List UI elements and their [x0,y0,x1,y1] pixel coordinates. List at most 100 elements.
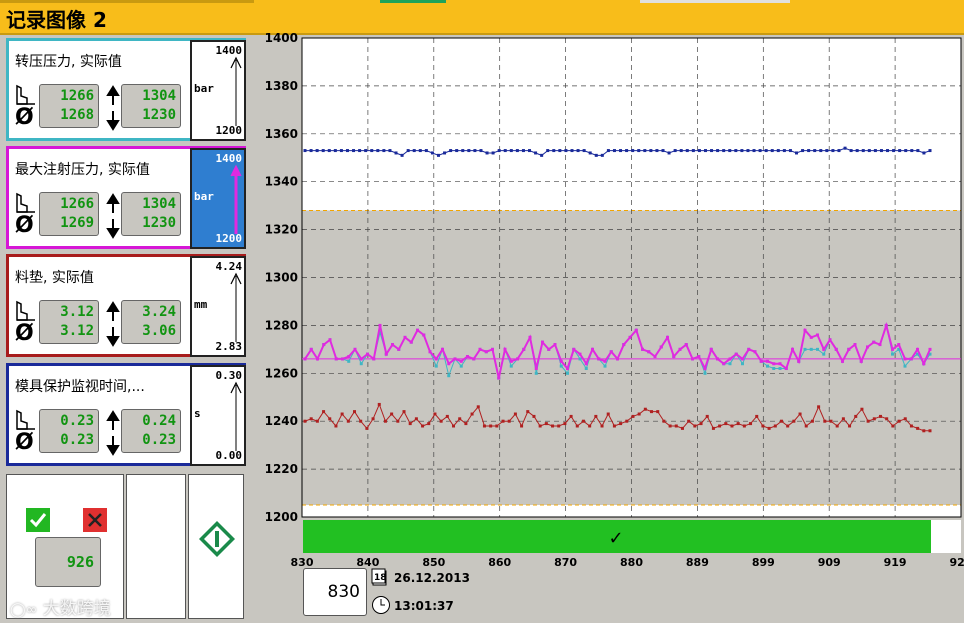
data-point [859,359,863,363]
data-point [464,422,468,426]
scale-box[interactable]: 1400 bar 1200 [190,40,246,141]
data-point [427,422,431,426]
data-point [616,357,619,361]
y-tick-label: 1260 [265,366,298,380]
check-icon[interactable] [26,508,50,532]
scale-box[interactable]: 4.24 mm 2.83 [190,256,246,357]
data-point [854,414,858,418]
data-point [388,149,392,153]
data-point [691,149,695,153]
data-point [897,343,901,347]
data-point [478,347,482,351]
data-point [594,153,598,157]
data-point [606,149,610,153]
data-point [716,357,719,361]
data-point [472,357,476,361]
scale-box[interactable]: 1400 bar 1200 [190,148,246,249]
data-point [784,367,788,371]
data-point [622,343,626,347]
x-icon[interactable] [83,508,107,532]
trend-value: 0.23 [60,413,94,429]
data-point [414,417,418,421]
x-tick-label: 889 [686,556,709,569]
data-point [873,149,877,153]
x-tick-label: 870 [554,556,577,569]
data-point [394,151,398,155]
data-point [782,149,786,153]
data-point [649,149,653,153]
x-tick-label: 929 [950,556,964,569]
scale-max: 1400 [215,44,243,57]
scale-unit: s [194,407,201,420]
data-point [400,153,404,157]
series-line [304,323,931,379]
data-point [747,347,751,351]
data-point [584,367,588,371]
count-display[interactable]: 926 [35,537,101,587]
data-point [809,335,813,339]
data-point [903,364,907,368]
y-tick-label: 1220 [265,462,298,476]
data-point [872,340,876,344]
data-point [382,149,386,153]
data-point [697,149,701,153]
data-point [334,357,338,361]
date-text: 26.12.2013 [394,571,470,585]
up-down-arrows-icon [106,301,120,347]
panel-1[interactable]: 转压压力, 实际值 Ø 1266 1268 1304 1230 1400 bar 1200 [6,38,246,141]
data-point [424,149,428,153]
data-point [479,149,483,153]
panel-3[interactable]: 料垫, 实际值 Ø 3.12 3.12 3.24 3.06 4.24 mm 2.83 [6,254,246,357]
data-point [452,424,456,428]
x-tick-label: 919 [884,556,907,569]
svg-text:18: 18 [374,573,387,583]
data-point [347,359,351,363]
data-point [459,359,463,363]
data-point [909,357,913,361]
data-point [358,149,362,153]
data-point [741,362,744,366]
scale-arrow-icon [230,164,242,234]
scale-min: 2.83 [215,340,243,353]
data-point [928,429,932,433]
enter-button[interactable] [188,474,244,619]
data-point [546,149,550,153]
data-point [541,340,544,344]
data-point [666,335,669,339]
data-point [742,424,746,428]
data-point [766,359,769,363]
data-point [778,362,782,366]
data-point [747,347,751,351]
data-point [397,347,401,351]
average-icon: Ø [15,213,34,238]
data-point [697,355,701,359]
data-point [497,376,501,380]
data-point [447,362,451,366]
data-point [841,359,844,363]
scale-box[interactable]: 0.30 s 0.00 [190,365,246,466]
data-point [352,149,356,153]
data-point [866,345,869,349]
cycle-input[interactable]: 830 [303,568,367,616]
scale-arrow-icon [230,272,242,342]
data-point [476,405,480,409]
data-point [897,419,901,423]
data-point [334,357,338,361]
data-point [372,357,376,361]
panel-4[interactable]: 模具保护监视时间,... Ø 0.23 0.23 0.24 0.23 0.30 s 0.00 [6,363,246,466]
data-point [703,371,707,375]
data-point [703,367,707,371]
data-point [309,347,313,351]
current-values: 0.23 0.23 [39,409,99,453]
count-value: 926 [66,553,94,571]
panel-2[interactable]: 最大注射压力, 实际值 Ø 1266 1269 1304 1230 1400 bar 1200 [6,146,246,249]
empty-slot[interactable] [126,474,186,619]
current-values: 3.12 3.12 [39,300,99,344]
diamond-enter-icon [197,519,237,559]
data-point [643,407,647,411]
panel-title: 最大注射压力, 实际值 [15,162,150,178]
data-point [378,331,382,335]
data-point [891,347,894,351]
data-point [443,151,447,155]
data-point [866,419,870,423]
